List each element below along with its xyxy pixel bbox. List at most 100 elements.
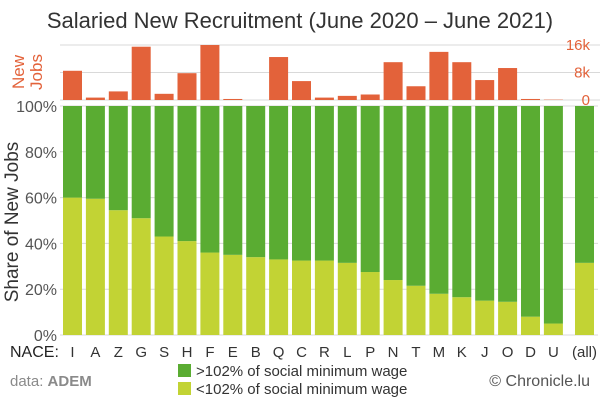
share-bar-high (292, 106, 311, 261)
category-label: M (433, 344, 446, 361)
share-bar-low (85, 198, 105, 335)
category-label: L (343, 344, 351, 361)
share-bar-low (383, 280, 403, 335)
new-jobs-bar (154, 93, 174, 100)
share-bar-low (154, 236, 174, 335)
share-bar-low (131, 218, 151, 335)
category-label: (all) (572, 344, 597, 361)
new-jobs-bar (521, 98, 540, 100)
new-jobs-bar (269, 57, 289, 100)
share-bar-low (521, 316, 540, 335)
data-source: data: ADEM (10, 373, 92, 390)
new-jobs-bar (108, 91, 128, 100)
new-jobs-bar (200, 45, 220, 100)
new-jobs-bar (337, 95, 357, 100)
share-bar-low (429, 293, 449, 335)
nace-label: NACE: (10, 344, 59, 361)
category-label: F (205, 344, 214, 361)
share-bars (63, 106, 594, 335)
share-bar-low (292, 260, 311, 335)
category-label: I (70, 344, 74, 361)
category-label: G (135, 344, 147, 361)
share-bar-high (154, 106, 174, 237)
category-label: T (411, 344, 420, 361)
legend-swatch-high (178, 364, 191, 377)
share-bar-high (406, 106, 426, 286)
share-bar-high (85, 106, 105, 199)
main-y-tick: 0% (34, 328, 57, 345)
share-bar-high (521, 106, 540, 317)
share-bar-low (223, 254, 243, 335)
category-label: B (251, 344, 261, 361)
share-bar-high (543, 106, 563, 324)
share-bar-high (131, 106, 151, 219)
category-label: A (90, 344, 100, 361)
share-bar-low (177, 241, 197, 335)
legend: >102% of social minimum wage <102% of so… (178, 363, 407, 398)
share-bar-high (498, 106, 518, 302)
new-jobs-bars (63, 45, 563, 100)
share-bar-high (452, 106, 472, 298)
share-bar-high (383, 106, 403, 281)
share-bar-high (269, 106, 289, 260)
share-bar-high (246, 106, 266, 258)
top-y-tick: 0 (582, 92, 590, 109)
main-y-tick: 20% (25, 282, 57, 299)
share-bar-low (63, 197, 82, 335)
main-y-tick: 100% (16, 99, 57, 116)
share-bar-high (177, 106, 197, 242)
category-label: Q (273, 344, 285, 361)
share-bar-high (63, 106, 82, 198)
main-y-tick: 40% (25, 236, 57, 253)
legend-label-low: <102% of social minimum wage (196, 381, 407, 398)
category-label: N (388, 344, 399, 361)
top-y-tick: 16k (566, 37, 591, 54)
new-jobs-bar (429, 51, 449, 100)
category-labels: I A Z G S H F E B Q C R L P N T M K J O D U (all) (70, 344, 597, 361)
top-y-tick: 8k (574, 65, 590, 82)
category-label: K (457, 344, 467, 361)
new-jobs-bar (383, 62, 403, 100)
share-bar-low (452, 297, 472, 335)
share-bar-low (360, 272, 380, 335)
axis-ticks: 0 8k 16k 0% 20% 40% 60% 80% 100% (16, 37, 590, 345)
share-bar-low (108, 210, 128, 335)
top-y-axis-label: NewJobs (9, 54, 46, 90)
share-bar-high (223, 106, 243, 255)
category-label: H (182, 344, 193, 361)
data-source-prefix: data: (10, 373, 48, 390)
category-label: P (365, 344, 375, 361)
new-jobs-bar (292, 81, 311, 100)
category-label: R (319, 344, 330, 361)
share-bar-high (337, 106, 357, 263)
data-source-name: ADEM (48, 373, 92, 390)
legend-swatch-low (178, 382, 191, 395)
new-jobs-bar (406, 86, 426, 100)
share-bar-high (475, 106, 495, 301)
share-bar-high (575, 106, 594, 263)
share-bar-low (543, 323, 563, 335)
main-y-tick: 60% (25, 191, 57, 208)
chart-title: Salaried New Recruitment (June 2020 – Ju… (47, 8, 553, 33)
category-label: U (548, 344, 559, 361)
new-jobs-bar (314, 97, 334, 100)
new-jobs-bar (360, 94, 380, 100)
main-y-axis-label: Share of New Jobs (2, 142, 23, 303)
share-bar-low (269, 259, 289, 335)
main-y-tick: 80% (25, 145, 57, 162)
share-bar-high (314, 106, 334, 261)
share-bar-low (498, 301, 518, 335)
share-bar-low (246, 257, 266, 335)
credit: © Chronicle.lu (489, 373, 590, 390)
legend-label-high: >102% of social minimum wage (196, 363, 407, 380)
category-label: E (228, 344, 238, 361)
new-jobs-bar (177, 73, 197, 100)
new-jobs-bar (85, 97, 105, 100)
share-bar-low (337, 262, 357, 335)
new-jobs-bar (475, 80, 495, 100)
category-label: Z (114, 344, 123, 361)
share-bar-low (314, 260, 334, 335)
category-label: J (481, 344, 489, 361)
